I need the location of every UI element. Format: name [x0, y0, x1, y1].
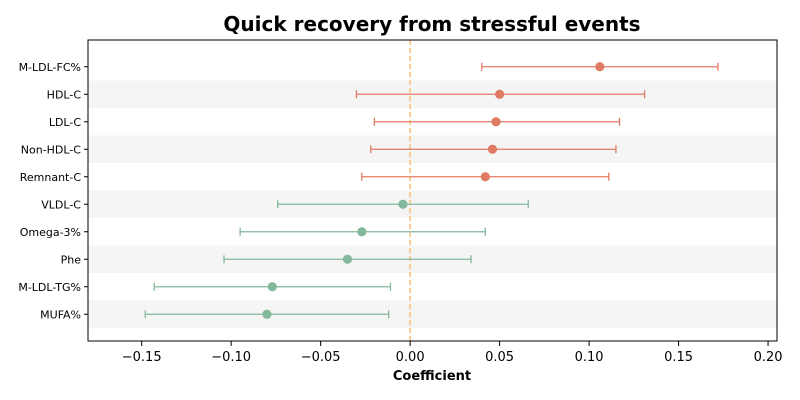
point-estimates [262, 62, 605, 319]
y-tick-label: Non-HDL-C [21, 143, 82, 156]
estimate-point [487, 144, 498, 154]
x-tick-label: 0.15 [664, 350, 693, 365]
x-tick-label: 0.20 [754, 350, 783, 365]
estimate-point [480, 172, 490, 182]
estimate-point [491, 117, 501, 127]
y-tick-label: M-LDL-FC% [19, 61, 81, 74]
x-tick-label: 0.00 [396, 350, 425, 365]
y-tick-label: VLDL-C [41, 198, 81, 211]
x-axis: −0.15 −0.10 −0.05 0.00 0.05 0.10 0.15 0.20 [122, 341, 783, 365]
estimate-point [595, 62, 605, 72]
x-tick-label: −0.15 [122, 350, 162, 365]
x-axis-label: Coefficient [393, 369, 471, 384]
y-tick-label: MUFA% [40, 308, 81, 321]
estimate-point [495, 89, 505, 99]
x-tick-label: −0.05 [301, 350, 341, 365]
y-tick-label: LDL-C [49, 116, 82, 129]
estimate-point [357, 227, 367, 237]
y-tick-label: Phe [61, 253, 82, 266]
estimate-point [267, 282, 277, 292]
x-tick-label: 0.10 [575, 350, 604, 365]
y-tick-label: Omega-3% [20, 226, 81, 239]
estimate-point [342, 254, 353, 264]
estimate-point [262, 309, 272, 319]
y-tick-label: HDL-C [47, 88, 82, 101]
y-axis: M-LDL-FC% HDL-C LDL-C Non-HDL-C Remnant-C VLD… [18, 61, 88, 321]
x-tick-label: −0.10 [211, 350, 251, 365]
y-tick-label: M-LDL-TG% [18, 281, 81, 294]
plot-frame [87, 39, 778, 342]
y-tick-label: Remnant-C [20, 171, 82, 184]
chart-title: Quick recovery from stressful events [223, 12, 640, 36]
estimate-point [398, 199, 408, 209]
x-tick-label: 0.05 [485, 350, 514, 365]
